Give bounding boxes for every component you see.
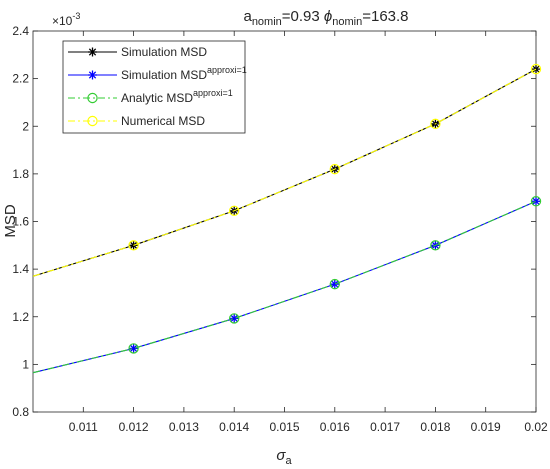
- x-tick-label: 0.017: [370, 420, 400, 434]
- y-tick-label: 2: [22, 119, 29, 133]
- legend-items: Simulation MSD Simulation MSDapproxi=1 Ana…: [68, 45, 247, 128]
- data-point: [530, 63, 542, 75]
- data-point: [128, 343, 139, 354]
- y-multiplier-base: ×10: [52, 14, 73, 28]
- title-phi-value: =163.8: [362, 8, 408, 25]
- data-point: [87, 115, 98, 127]
- title-a-base: a: [243, 8, 252, 25]
- title-a-sub: nomin: [252, 16, 282, 28]
- data-point: [129, 343, 139, 353]
- x-tick-label: 0.013: [169, 420, 199, 434]
- x-tick-label: 0.014: [219, 420, 249, 434]
- data-point: [330, 279, 340, 289]
- legend-label: Analytic MSDapproxi=1: [121, 88, 233, 105]
- y-tick-label: 2.4: [12, 24, 29, 38]
- legend-box: [62, 40, 246, 134]
- series-4: [32, 63, 542, 277]
- chart-title: anomin=0.93 ϕnomin=163.8: [243, 8, 408, 28]
- legend: Simulation MSD Simulation MSDapproxi=1 Ana…: [62, 40, 247, 134]
- x-tick-label: 0.016: [320, 420, 350, 434]
- x-tick-label: 0.019: [471, 420, 501, 434]
- y-tick-label: 1.8: [12, 167, 29, 181]
- y-axis-label: MSD: [2, 204, 19, 238]
- data-point: [88, 70, 97, 80]
- data-point: [229, 313, 239, 323]
- data-point: [430, 118, 441, 130]
- legend-entry: Numerical MSD: [68, 114, 205, 128]
- legend-label: Simulation MSD: [121, 45, 207, 59]
- x-tick-label: 0.012: [119, 420, 149, 434]
- data-point: [329, 278, 340, 290]
- y-multiplier: ×10-3: [52, 11, 80, 28]
- y-tick-label: 1.2: [12, 310, 29, 324]
- x-tick-label: 0.015: [269, 420, 299, 434]
- data-point: [88, 47, 97, 57]
- x-axis-label-sub: a: [285, 455, 292, 467]
- x-axis-label-base: σ: [276, 447, 286, 464]
- data-point: [530, 196, 542, 207]
- series-3: [32, 196, 542, 374]
- data-point: [228, 205, 240, 216]
- data-point: [430, 240, 441, 251]
- y-tick-label: 1.6: [12, 215, 29, 229]
- x-axis-label: σa: [276, 447, 292, 467]
- x-tick-label: 0.02: [524, 420, 548, 434]
- legend-label: Simulation MSDapproxi=1: [121, 65, 247, 82]
- title-a-value: =0.93: [282, 8, 324, 25]
- title-phi-base: ϕ: [324, 8, 332, 25]
- legend-entry: Simulation MSDapproxi=1: [68, 65, 247, 82]
- legend-entry: Analytic MSDapproxi=1: [68, 88, 233, 105]
- y-tick-label: 2.2: [12, 72, 29, 86]
- y-tick-label: 1.4: [12, 262, 29, 276]
- y-tick-label: 0.8: [12, 405, 29, 419]
- series-line: [32, 200, 537, 374]
- series-line: [32, 68, 537, 277]
- axes-ticks: 0.011 0.012 0.013 0.014 0.015 0.016 0.017 0.018…: [12, 24, 548, 434]
- legend-entry: Simulation MSD: [68, 45, 207, 59]
- title-phi-sub: nomin: [332, 16, 362, 28]
- x-tick-label: 0.011: [69, 420, 98, 434]
- y-multiplier-exp: -3: [72, 11, 80, 21]
- data-point: [329, 163, 340, 175]
- y-tick-label: 1: [22, 357, 29, 371]
- series-layer: [32, 63, 542, 374]
- data-point: [228, 313, 240, 324]
- data-point: [531, 196, 541, 206]
- data-point: [87, 92, 98, 104]
- data-point: [128, 240, 139, 251]
- legend-label: Numerical MSD: [121, 114, 205, 128]
- x-tick-label: 0.018: [420, 420, 450, 434]
